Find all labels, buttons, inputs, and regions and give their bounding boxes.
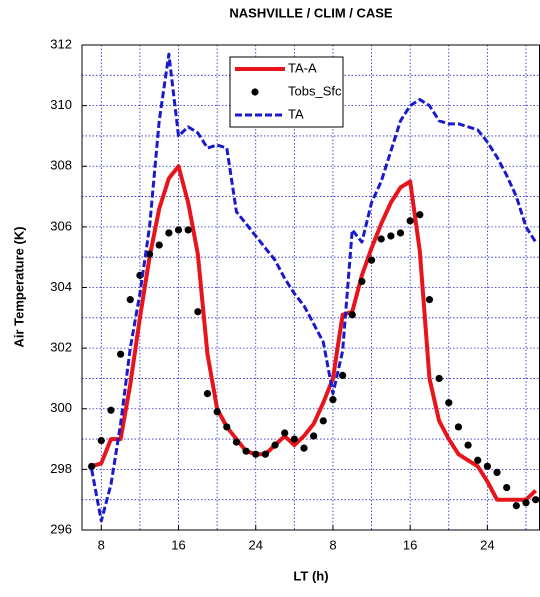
- data-point: [319, 417, 327, 425]
- legend-label: TA: [288, 106, 304, 121]
- data-point: [126, 296, 134, 304]
- legend-label: TA-A: [288, 60, 317, 75]
- series-line: [90, 52, 537, 523]
- data-point: [532, 496, 540, 504]
- y-tick-label: 304: [50, 279, 72, 294]
- chart-title: NASHVILLE / CLIM / CASE: [229, 5, 393, 20]
- data-point: [155, 241, 163, 249]
- data-point: [194, 308, 202, 316]
- data-point: [213, 408, 221, 416]
- x-tick-label: 24: [248, 537, 262, 552]
- data-point: [107, 406, 115, 414]
- y-tick-label: 298: [50, 461, 72, 476]
- data-point: [165, 229, 173, 237]
- data-point: [310, 432, 318, 440]
- legend-label: Tobs_Sfc: [288, 83, 342, 98]
- data-point: [117, 350, 125, 358]
- data-point: [145, 250, 154, 258]
- y-tick-label: 300: [50, 400, 72, 415]
- data-point: [474, 456, 482, 464]
- data-point: [367, 256, 376, 264]
- legend-marker: [251, 88, 259, 96]
- plot-area: [88, 52, 540, 523]
- data-point: [358, 277, 366, 286]
- data-point: [242, 447, 250, 455]
- data-point: [184, 226, 192, 234]
- y-axis-label: Air Temperature (K): [11, 226, 26, 347]
- data-point: [232, 438, 241, 446]
- data-point: [454, 423, 463, 431]
- data-point: [203, 389, 212, 398]
- data-point: [252, 450, 260, 458]
- y-tick-label: 296: [50, 521, 72, 536]
- x-tick-label: 8: [98, 537, 105, 552]
- data-point: [88, 462, 96, 470]
- data-point: [339, 371, 347, 380]
- data-point: [348, 311, 356, 319]
- x-tick-label: 16: [403, 537, 417, 552]
- y-tick-label: 312: [50, 36, 72, 51]
- data-point: [290, 435, 298, 443]
- data-point: [522, 499, 530, 507]
- data-point: [425, 296, 434, 304]
- data-point: [512, 502, 520, 510]
- data-point: [435, 374, 443, 383]
- data-point: [483, 462, 491, 470]
- x-tick-label: 8: [329, 537, 336, 552]
- data-point: [445, 399, 453, 407]
- data-point: [97, 436, 105, 445]
- y-tick-label: 310: [50, 97, 72, 112]
- x-tick-label: 16: [171, 537, 185, 552]
- data-point: [223, 423, 231, 431]
- data-point: [271, 441, 279, 449]
- data-point: [493, 468, 501, 477]
- data-point: [281, 429, 289, 437]
- data-point: [396, 229, 405, 237]
- data-point: [464, 441, 472, 449]
- data-point: [416, 211, 424, 219]
- data-point: [387, 232, 395, 240]
- x-tick-label: 24: [480, 537, 494, 552]
- data-point: [503, 483, 511, 492]
- y-tick-label: 306: [50, 218, 72, 233]
- y-tick-label: 308: [50, 158, 72, 173]
- series-line: [91, 164, 538, 502]
- x-axis-label: LT (h): [293, 568, 328, 583]
- data-point: [174, 226, 183, 234]
- data-point: [377, 235, 385, 243]
- data-point: [329, 396, 337, 404]
- data-point: [261, 450, 269, 458]
- y-tick-label: 302: [50, 340, 72, 355]
- data-point: [300, 444, 308, 452]
- data-point: [406, 217, 414, 225]
